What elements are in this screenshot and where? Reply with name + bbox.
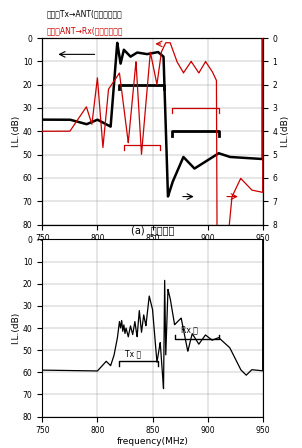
Y-axis label: I.L.(dB): I.L.(dB)	[11, 312, 20, 344]
Y-axis label: I.L.(dB): I.L.(dB)	[280, 115, 289, 147]
Text: 細線：ANT→Rx(受信側）特性: 細線：ANT→Rx(受信側）特性	[47, 26, 123, 35]
Y-axis label: I.L.(dB): I.L.(dB)	[11, 115, 20, 147]
Text: 太線：Tx→ANT(送信側）特性: 太線：Tx→ANT(送信側）特性	[47, 9, 122, 18]
Text: Tx 帯: Tx 帯	[125, 350, 141, 359]
X-axis label: frequency(MHz): frequency(MHz)	[117, 245, 188, 254]
X-axis label: frequency(MHz): frequency(MHz)	[117, 437, 188, 446]
Text: (a)  伝送特性: (a) 伝送特性	[131, 225, 174, 236]
Text: Rx 帯: Rx 帯	[181, 326, 198, 335]
